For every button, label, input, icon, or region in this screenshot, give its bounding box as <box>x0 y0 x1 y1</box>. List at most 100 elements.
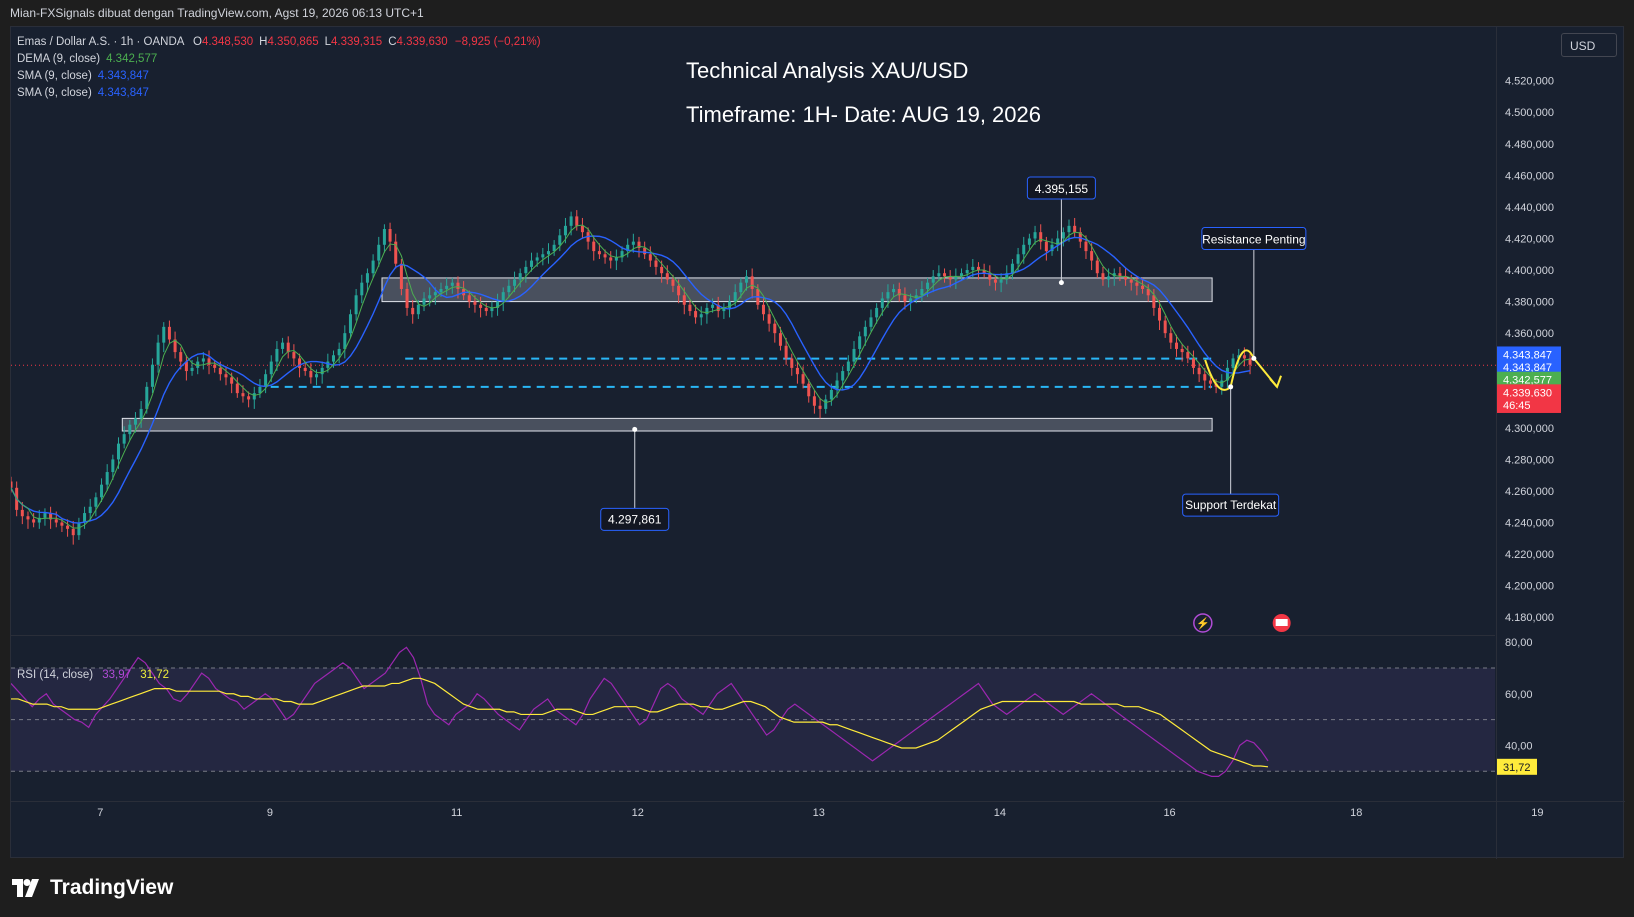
candle-body <box>179 352 183 362</box>
candle-body <box>150 364 154 387</box>
candle-body <box>1022 244 1026 255</box>
candle-body <box>790 358 794 368</box>
candle-body <box>128 424 132 435</box>
candle-body <box>66 525 70 529</box>
price-tag <box>1497 346 1561 363</box>
time-tick-label: 7 <box>97 807 103 819</box>
candle-body <box>105 472 109 485</box>
candle-body <box>1135 282 1139 286</box>
rsi-band <box>11 667 1495 772</box>
rsi-legend[interactable]: RSI (14, close) 33,97 31,72 <box>17 669 169 681</box>
candle-body <box>728 301 732 308</box>
ohlc-key: C <box>388 36 397 48</box>
indicator-sma-1[interactable]: SMA (9, close) 4.343,847 <box>17 68 541 85</box>
candle-body <box>1248 358 1252 365</box>
candle-body <box>1124 276 1128 280</box>
candle-body <box>1010 263 1014 274</box>
candle-body <box>694 311 698 318</box>
indicator-sma-2[interactable]: SMA (9, close) 4.343,847 <box>17 85 541 102</box>
time-tick-label: 12 <box>632 807 644 819</box>
candle-body <box>343 333 347 349</box>
rsi-ma-tag-label: 31,72 <box>1503 762 1531 774</box>
low-callout-label: 4.297,861 <box>608 512 662 526</box>
candle-body <box>807 383 811 397</box>
projection-curve <box>1204 349 1278 391</box>
candle-body <box>518 273 522 280</box>
ohlc-value: 4.348,530 <box>201 36 254 48</box>
candle-body <box>937 273 941 277</box>
candle-body <box>309 371 313 378</box>
candle-body <box>456 282 460 289</box>
currency-selector[interactable]: USD <box>1561 33 1617 57</box>
candle-body <box>733 292 737 302</box>
candle-body <box>207 358 211 365</box>
symbol-legend[interactable]: Emas / Dollar A.S. · 1h · OANDA O4.348,5… <box>17 34 541 102</box>
candle-body <box>784 345 788 359</box>
indicator-dema[interactable]: DEMA (9, close) 4.342,577 <box>17 51 541 68</box>
candle-body <box>71 528 75 536</box>
candle-body <box>26 516 30 520</box>
rsi-tick-label: 60,00 <box>1505 689 1533 701</box>
time-tick-label: 11 <box>451 807 462 819</box>
candle-body <box>592 241 596 252</box>
candle-body <box>1203 374 1207 381</box>
candle-body <box>745 276 749 283</box>
candle-body <box>94 497 98 507</box>
rsi-ma-value: 31,72 <box>140 669 170 681</box>
candle-body <box>116 443 121 460</box>
candle-body <box>235 383 239 394</box>
candle-body <box>156 342 160 365</box>
candle-body <box>711 304 715 308</box>
candle-body <box>535 257 539 261</box>
candle-body <box>829 389 833 400</box>
candle-body <box>948 276 952 280</box>
candle-body <box>1191 358 1195 368</box>
projection-arrow-icon <box>1269 375 1282 389</box>
candle-body <box>439 288 443 293</box>
candle-body <box>241 393 245 397</box>
candle-body <box>846 361 850 372</box>
candle-body <box>258 386 262 394</box>
price-tag-label: 4.339,630 <box>1503 387 1552 399</box>
price-tag <box>1497 371 1561 388</box>
candle-body <box>247 396 251 400</box>
candle-body <box>315 374 319 378</box>
price-tick-label: 4.280,000 <box>1505 454 1554 466</box>
candle-body <box>331 355 335 362</box>
candle-body <box>348 314 352 334</box>
candle-body <box>999 279 1003 283</box>
support-callout-dot <box>1228 384 1234 390</box>
ohlc-key: O <box>193 36 202 48</box>
low-callout-box <box>600 507 670 531</box>
candle-body <box>326 361 330 368</box>
dema-line <box>10 224 1251 529</box>
candle-body <box>541 254 545 258</box>
candle-body <box>824 399 828 409</box>
annotation-title: Technical Analysis XAU/USD <box>686 58 969 83</box>
candle-body <box>643 247 647 255</box>
candle-body <box>795 367 799 375</box>
candle-body <box>552 244 556 252</box>
candle-body <box>484 307 488 312</box>
candle-body <box>354 295 358 315</box>
chart-frame[interactable]: 4.180,000 4.200,000 4.220,000 4.240,000 4.26… <box>9 26 1625 859</box>
price-tick-label: 4.440,000 <box>1505 202 1554 214</box>
symbol-row[interactable]: Emas / Dollar A.S. · 1h · OANDA O4.348,5… <box>17 34 541 51</box>
candle-body <box>886 292 890 299</box>
ohlc-values: O4.348,530 H4.350,865 L4.339,315 C4.339,630 <box>187 36 448 48</box>
candle-body <box>337 348 341 356</box>
candle-body <box>750 276 754 289</box>
time-tick-label: 9 <box>267 807 273 819</box>
candle-body <box>835 380 839 390</box>
candle-body <box>303 367 307 372</box>
tradingview-logo[interactable]: TradingView <box>12 876 173 900</box>
zone-box <box>381 277 1213 303</box>
candle-body <box>145 386 149 409</box>
candle-body <box>875 307 879 318</box>
candle-body <box>501 292 505 302</box>
candle-body <box>1174 342 1179 349</box>
price-tick-label: 4.380,000 <box>1505 297 1554 309</box>
candle-body <box>1186 352 1190 359</box>
candle-body <box>473 301 477 305</box>
chart-svg[interactable]: 4.180,000 4.200,000 4.220,000 4.240,000 4.26… <box>9 27 1625 859</box>
